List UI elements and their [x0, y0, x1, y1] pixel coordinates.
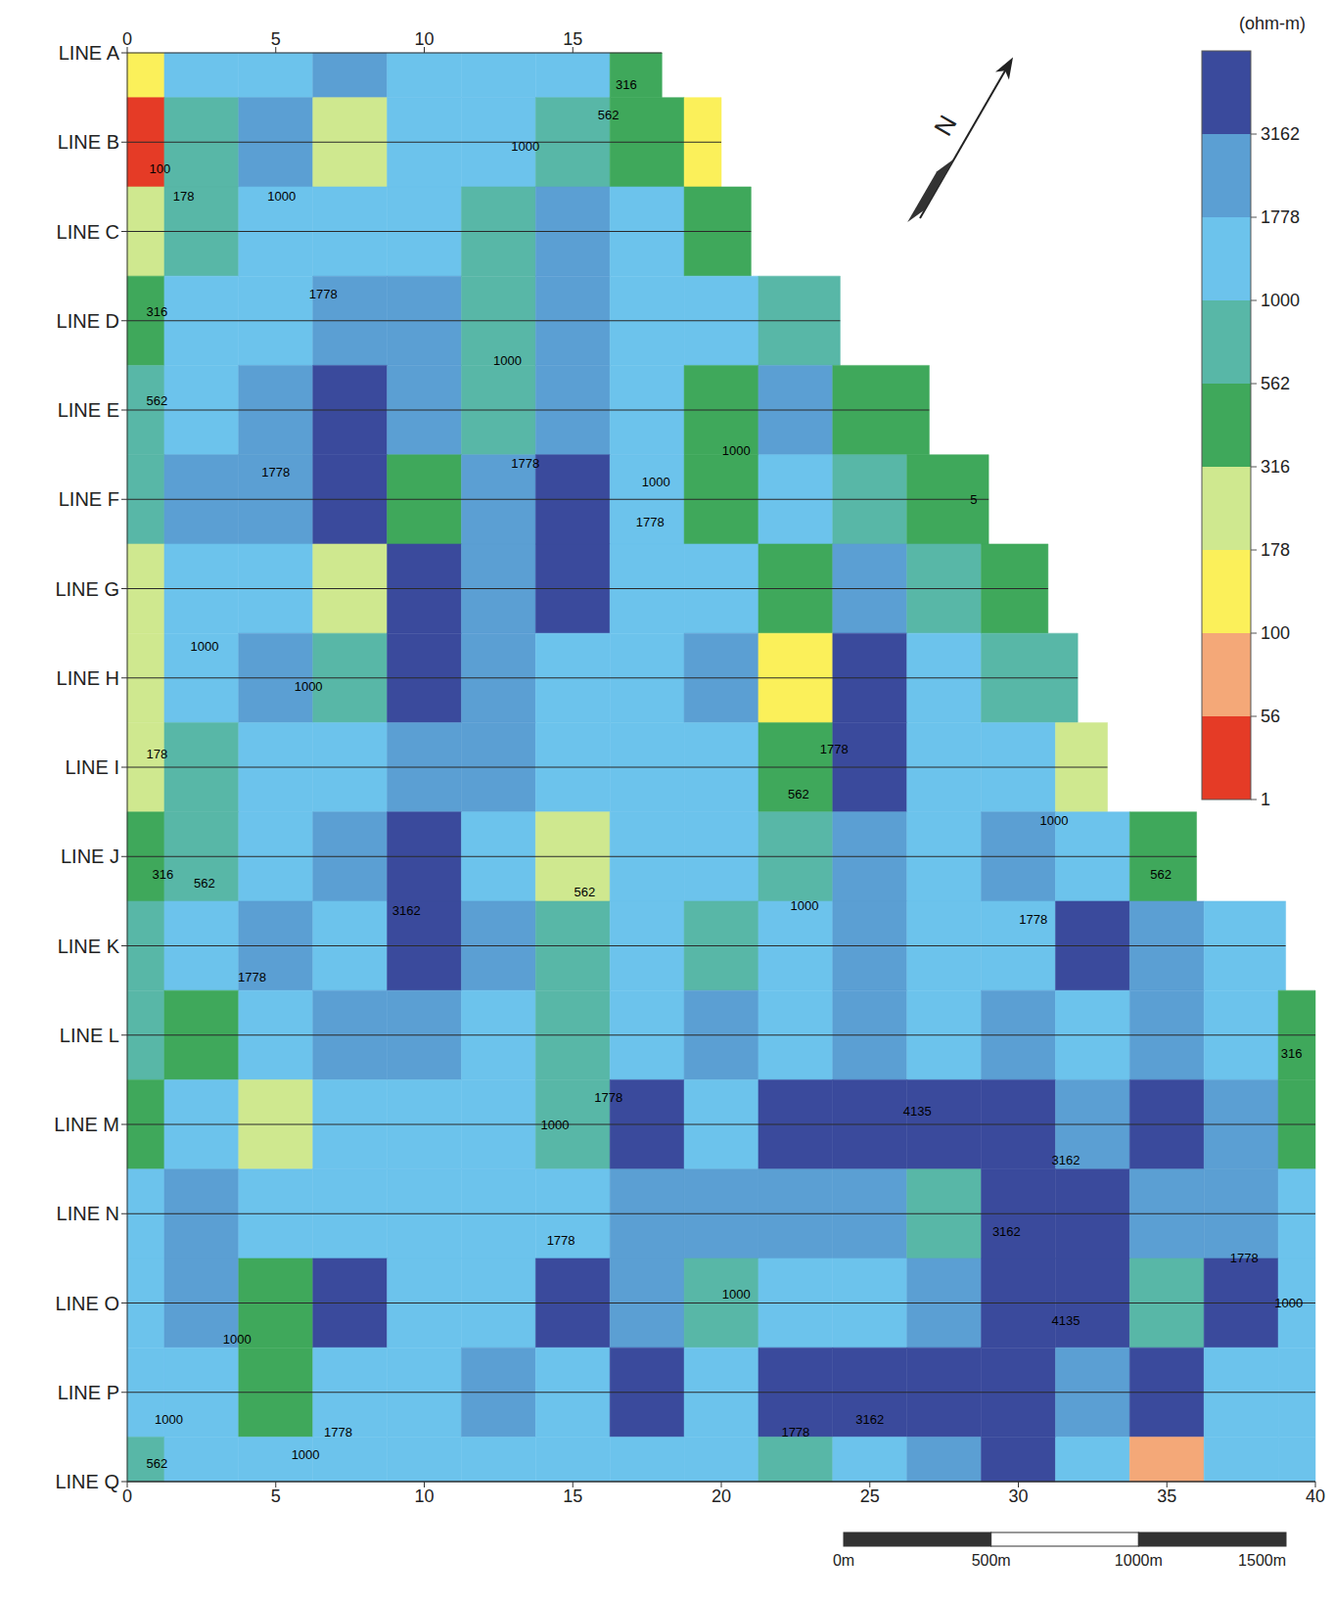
svg-text:316: 316	[152, 867, 175, 882]
svg-text:1000: 1000	[154, 1412, 184, 1427]
svg-text:562: 562	[574, 884, 597, 900]
svg-text:0: 0	[122, 1486, 133, 1507]
svg-text:1000: 1000	[223, 1332, 252, 1347]
svg-text:1000m: 1000m	[1114, 1552, 1163, 1569]
svg-text:LINE Q: LINE Q	[54, 1470, 120, 1493]
svg-text:1778: 1778	[1018, 912, 1048, 927]
svg-text:1778: 1778	[261, 464, 290, 480]
svg-text:0m: 0m	[832, 1552, 855, 1569]
svg-text:316: 316	[1260, 457, 1290, 477]
svg-text:LINE K: LINE K	[57, 935, 121, 958]
svg-text:562: 562	[787, 786, 810, 802]
svg-text:100: 100	[149, 161, 172, 177]
svg-text:1778: 1778	[237, 969, 267, 985]
svg-text:1778: 1778	[323, 1424, 353, 1440]
svg-text:316: 316	[1281, 1046, 1303, 1061]
svg-text:1778: 1778	[1230, 1250, 1259, 1266]
svg-text:562: 562	[193, 875, 216, 891]
svg-text:5: 5	[271, 1486, 281, 1507]
svg-text:3162: 3162	[392, 903, 421, 919]
svg-text:3162: 3162	[855, 1412, 884, 1427]
svg-text:0: 0	[122, 29, 133, 49]
svg-text:LINE D: LINE D	[56, 310, 120, 332]
svg-text:LINE F: LINE F	[58, 488, 120, 510]
svg-text:1000: 1000	[642, 474, 671, 490]
svg-text:3162: 3162	[1052, 1152, 1081, 1168]
svg-text:LINE H: LINE H	[56, 667, 120, 690]
svg-text:500m: 500m	[971, 1552, 1012, 1569]
svg-text:LINE A: LINE A	[58, 42, 121, 64]
svg-text:LINE O: LINE O	[54, 1292, 120, 1315]
svg-text:10: 10	[413, 29, 434, 49]
svg-text:1778: 1778	[636, 514, 665, 530]
svg-text:5: 5	[969, 492, 977, 507]
svg-text:10: 10	[413, 1486, 434, 1507]
svg-text:1000: 1000	[291, 1447, 321, 1463]
svg-text:3162: 3162	[992, 1224, 1021, 1240]
svg-text:LINE J: LINE J	[60, 845, 120, 868]
svg-text:1000: 1000	[1260, 290, 1300, 311]
svg-text:LINE L: LINE L	[59, 1024, 120, 1047]
svg-text:3162: 3162	[1260, 124, 1300, 144]
svg-text:LINE I: LINE I	[64, 756, 120, 779]
svg-text:562: 562	[1260, 373, 1290, 394]
svg-text:1000: 1000	[189, 639, 219, 654]
svg-text:1778: 1778	[547, 1233, 576, 1248]
svg-text:5: 5	[271, 29, 281, 49]
svg-text:15: 15	[562, 29, 583, 49]
svg-text:1778: 1778	[1260, 207, 1300, 228]
svg-text:N: N	[927, 110, 963, 141]
svg-text:1500m: 1500m	[1238, 1552, 1287, 1569]
svg-text:LINE B: LINE B	[57, 131, 120, 153]
svg-text:1000: 1000	[722, 1287, 751, 1302]
svg-text:1000: 1000	[510, 138, 540, 154]
svg-text:25: 25	[860, 1486, 880, 1507]
svg-text:1: 1	[1260, 789, 1271, 810]
svg-text:LINE E: LINE E	[57, 399, 120, 421]
svg-text:1000: 1000	[790, 898, 820, 914]
svg-text:1000: 1000	[294, 679, 323, 694]
svg-text:562: 562	[1149, 867, 1172, 882]
svg-text:(ohm-m): (ohm-m)	[1239, 13, 1306, 34]
svg-text:56: 56	[1260, 706, 1281, 727]
svg-text:1000: 1000	[722, 443, 751, 459]
svg-text:1000: 1000	[267, 188, 296, 204]
svg-text:562: 562	[145, 1456, 168, 1471]
svg-text:1000: 1000	[493, 353, 522, 368]
svg-text:LINE P: LINE P	[57, 1381, 120, 1404]
svg-text:1778: 1778	[594, 1090, 623, 1105]
svg-text:1000: 1000	[1274, 1295, 1303, 1311]
svg-text:15: 15	[562, 1486, 583, 1507]
svg-text:100: 100	[1260, 623, 1290, 644]
svg-text:316: 316	[615, 77, 638, 92]
svg-text:562: 562	[145, 393, 168, 409]
svg-text:316: 316	[145, 304, 168, 320]
svg-text:LINE C: LINE C	[56, 221, 120, 243]
svg-text:LINE M: LINE M	[53, 1113, 120, 1136]
svg-text:1778: 1778	[510, 456, 540, 471]
svg-text:LINE N: LINE N	[56, 1202, 120, 1225]
svg-text:35: 35	[1156, 1486, 1177, 1507]
svg-text:562: 562	[597, 107, 620, 123]
svg-text:LINE G: LINE G	[54, 578, 120, 600]
svg-text:178: 178	[1260, 540, 1290, 560]
svg-text:178: 178	[145, 746, 168, 762]
svg-text:1778: 1778	[820, 741, 849, 757]
svg-text:20: 20	[711, 1486, 732, 1507]
svg-text:30: 30	[1008, 1486, 1028, 1507]
svg-text:1000: 1000	[541, 1117, 570, 1133]
svg-text:1778: 1778	[309, 286, 338, 302]
svg-text:1778: 1778	[781, 1424, 810, 1440]
svg-text:4135: 4135	[1052, 1313, 1081, 1329]
svg-text:178: 178	[173, 188, 195, 204]
svg-text:4135: 4135	[903, 1103, 932, 1119]
svg-text:1000: 1000	[1039, 813, 1068, 828]
svg-text:40: 40	[1305, 1486, 1326, 1507]
